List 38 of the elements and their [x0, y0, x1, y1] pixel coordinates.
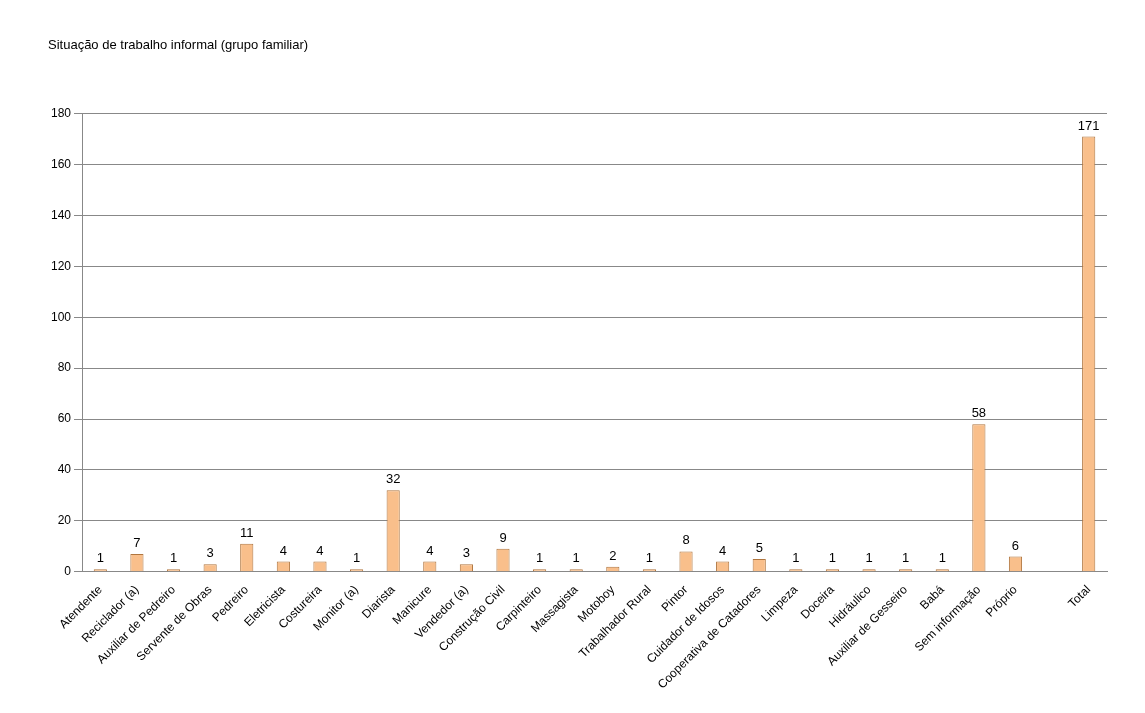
data-label: 1 [792, 550, 800, 566]
data-label: 1 [169, 550, 178, 566]
data-label: 1 [645, 550, 654, 566]
data-label: 58 [971, 405, 987, 421]
y-tick-label: 100 [50, 309, 72, 324]
data-label: 171 [1077, 117, 1100, 133]
data-label: 3 [462, 545, 471, 561]
data-label: 1 [938, 550, 946, 566]
data-label: 4 [279, 542, 287, 558]
data-label: 1 [96, 550, 104, 566]
y-tick-label: 40 [57, 462, 72, 477]
y-tick-label: 20 [57, 513, 72, 528]
data-label: 4 [426, 542, 434, 558]
data-label: 1 [352, 550, 361, 566]
data-label: 9 [499, 529, 507, 545]
data-label: 1 [572, 550, 580, 566]
data-label: 1 [535, 550, 544, 566]
data-label: 4 [719, 542, 727, 558]
data-label: 6 [1011, 537, 1020, 553]
data-label: 4 [316, 542, 324, 558]
data-label: 1 [828, 550, 837, 566]
y-tick-label: 140 [50, 207, 72, 222]
y-tick-label: 0 [64, 564, 72, 579]
data-label: 3 [206, 545, 214, 561]
y-tick-label: 120 [50, 258, 72, 273]
y-tick-label: 180 [50, 105, 72, 120]
data-label: 7 [133, 535, 141, 551]
data-label: 5 [755, 540, 763, 556]
data-label: 32 [385, 471, 401, 487]
data-label: 1 [865, 550, 873, 566]
data-label: 8 [682, 532, 690, 548]
y-tick-label: 80 [57, 360, 72, 375]
chart-title: Situação de trabalho informal (grupo familiar) [48, 37, 309, 53]
data-label: 2 [609, 547, 617, 563]
y-tick-label: 160 [50, 156, 72, 171]
data-label: 1 [902, 550, 910, 566]
data-label: 11 [240, 524, 254, 540]
y-tick-label: 60 [57, 411, 72, 426]
